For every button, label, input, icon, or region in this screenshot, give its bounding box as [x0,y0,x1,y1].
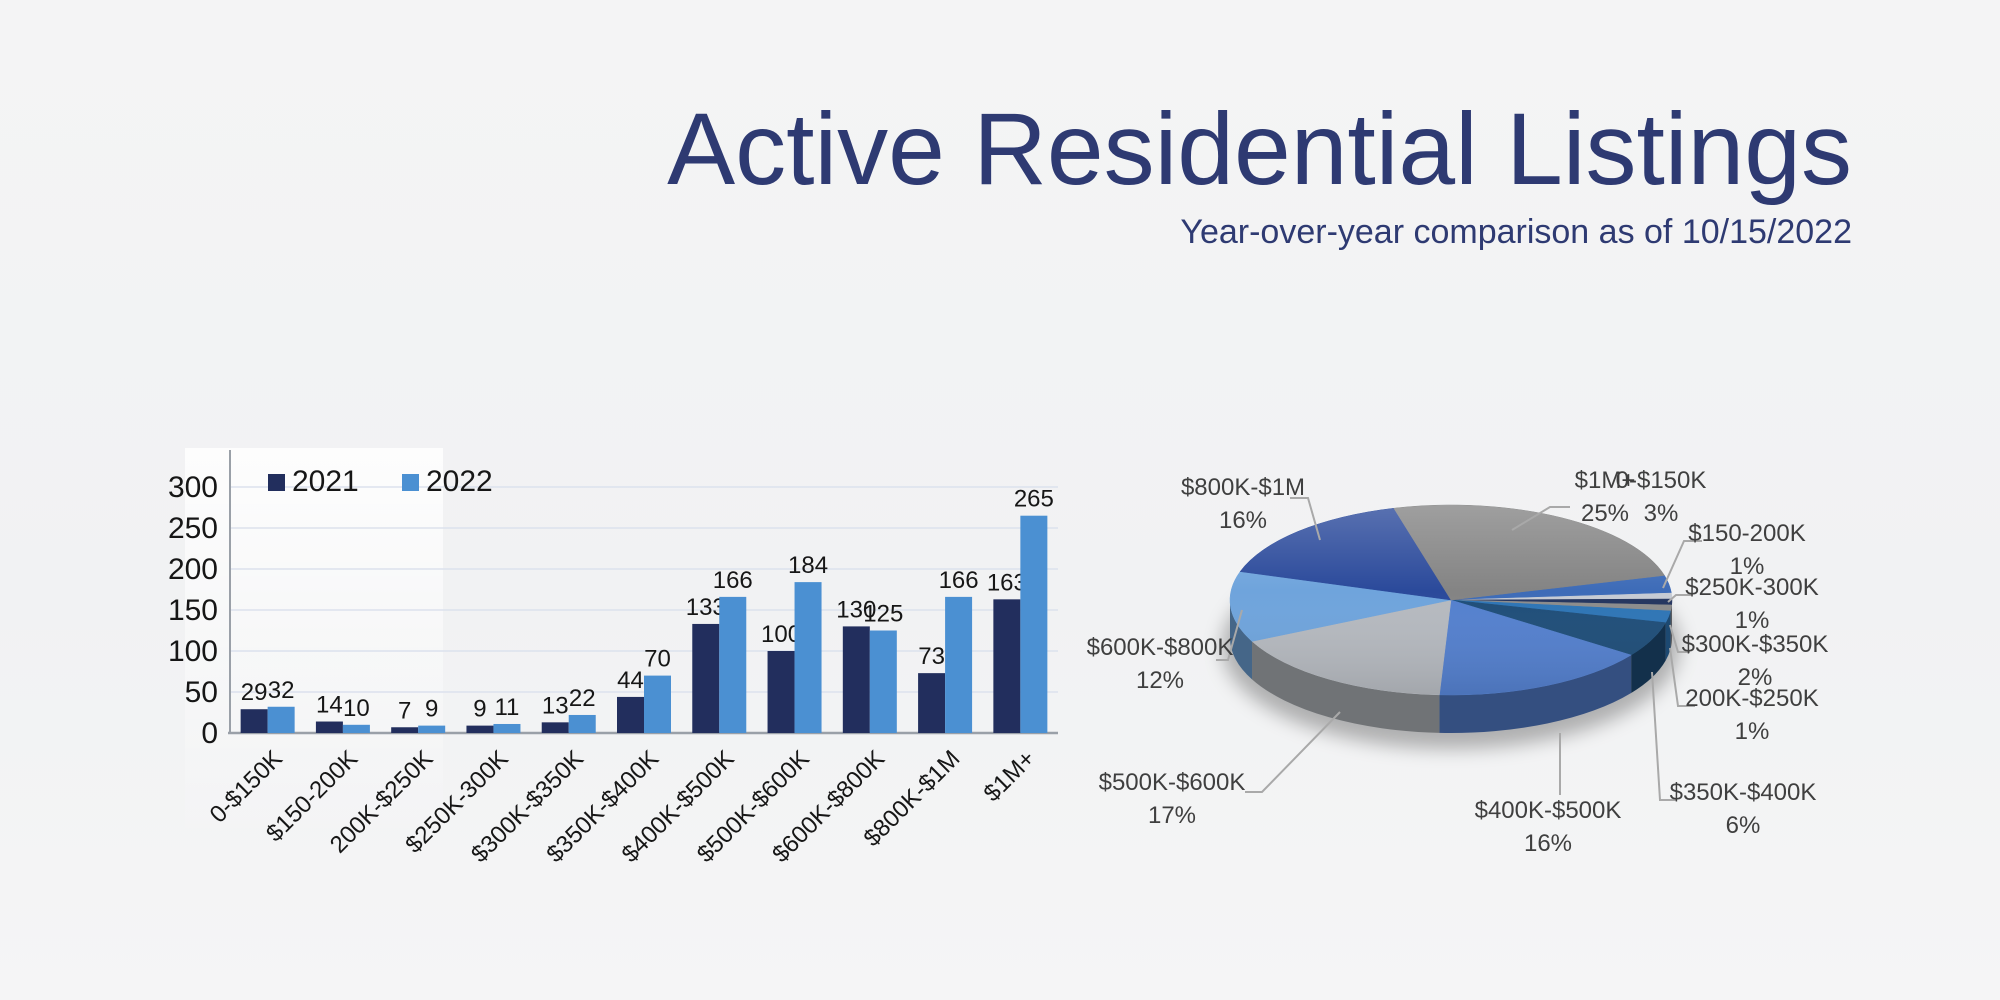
pie-segment-pct: 25% [1581,500,1629,527]
bar-2021 [240,709,268,733]
bar-value-label: 166 [713,567,753,594]
pie-leader-line [1245,711,1341,793]
pie-segment-label: $300K-$350K [1682,631,1829,658]
bar-2022 [418,725,446,733]
bar-value-label: 10 [343,695,370,722]
bar-2022 [267,706,295,733]
legend-swatch-2021 [268,474,285,491]
pie-segment-pct: 2% [1738,664,1773,691]
pie-leader-line [1511,506,1570,531]
bar-2021 [692,623,720,733]
y-tick-label: 250 [168,512,218,545]
legend-label-2022: 2022 [426,465,493,498]
bar-value-label: 133 [686,594,726,621]
bar-2022 [719,596,747,733]
pie-chart: 0-$150K3%$150-200K1%200K-$250K1%$250K-30… [1087,467,1829,857]
x-category-label: $1M+ [979,745,1041,807]
bar-2022 [493,723,521,733]
pie-leader-line [1651,671,1676,801]
pie-segment-label: 0-$150K [1616,467,1707,494]
pie-segment-label: $800K-$1M [1181,474,1305,501]
pie-slice-side-5 [1631,622,1666,694]
pie-leader-line [1662,540,1702,589]
pie-slice-side-7 [1252,641,1440,733]
bar-2022 [869,630,897,733]
bar-2022 [644,675,671,733]
y-tick-label: 100 [168,635,218,668]
pie-segment-pct: 6% [1726,812,1761,839]
pie-leader-line [1669,647,1695,707]
bar-value-label: 22 [569,685,596,712]
bar-value-label: 265 [1014,486,1054,513]
bar-2021 [842,626,870,733]
bar-2022 [342,724,370,733]
pie-segment-pct: 1% [1735,718,1770,745]
pie-segment-label: $600K-$800K [1087,634,1234,661]
bar-2021 [918,673,946,733]
pie-segment-pct: 16% [1524,830,1572,857]
legend-label-2021: 2021 [292,465,359,498]
bar-value-label: 29 [241,679,268,706]
bar-value-label: 184 [788,552,828,579]
header: Active Residential Listings Year-over-ye… [667,92,1852,252]
y-tick-label: 50 [185,676,218,709]
bar-2021 [541,722,569,733]
bar-value-label: 7 [398,697,411,724]
bar-value-label: 44 [617,667,644,694]
bar-2021 [617,696,644,733]
pie-segment-label: $1M+ [1575,467,1636,494]
pie-segment-pct: 1% [1735,607,1770,634]
bar-2022 [794,582,822,733]
bar-2021 [993,599,1021,733]
bar-2021 [315,721,343,733]
page-subtitle: Year-over-year comparison as of 10/15/20… [1180,213,1852,252]
bar-value-label: 70 [644,646,671,673]
pie-leader-line [1669,624,1690,653]
bar-value-label: 166 [939,567,979,594]
y-tick-label: 300 [168,471,218,504]
bar-value-label: 163 [987,569,1027,596]
bar-value-label: 100 [761,621,801,648]
pie-leader-line [1667,594,1692,603]
pie-segment-pct: 12% [1136,667,1184,694]
bar-value-label: 14 [316,692,343,719]
bar-2021 [466,725,494,733]
bar-value-label: 9 [425,696,438,723]
y-tick-label: 200 [168,553,218,586]
bar-2021 [767,651,795,733]
pie-segment-label: $500K-$600K [1099,769,1246,796]
pie-segment-label: 200K-$250K [1685,685,1818,712]
bar-value-label: 11 [494,694,519,721]
bar-2022 [568,714,596,733]
pie-segment-pct: 17% [1148,802,1196,829]
pie-leader-line [1216,609,1243,661]
bar-2022 [945,596,973,733]
bar-value-label: 9 [473,696,486,723]
bar-value-label: 13 [542,692,569,719]
pie-sheen [1230,505,1672,695]
pie-slice-side-6 [1439,655,1632,733]
pie-leader-line [1290,497,1321,541]
pie-segment-label: $400K-$500K [1475,797,1622,824]
pie-segment-pct: 16% [1219,507,1267,534]
bar-2022 [1020,515,1048,733]
pie-segment-pct: 1% [1730,553,1765,580]
y-tick-label: 0 [201,717,218,750]
bar-value-label: 125 [863,601,903,628]
bar-2021 [391,727,419,733]
page-title: Active Residential Listings [667,92,1852,206]
pie-slice-side-8 [1230,600,1253,680]
pie-segment-pct: 3% [1644,500,1679,527]
y-tick-label: 150 [168,594,218,627]
bar-value-label: 130 [836,596,876,623]
pie-segment-label: $250K-300K [1685,574,1818,601]
legend-swatch-2022 [402,474,419,491]
bar-value-label: 32 [268,677,295,704]
bar-value-label: 73 [918,643,945,670]
pie-segment-label: $150-200K [1688,520,1805,547]
pie-segment-label: $350K-$400K [1670,779,1817,806]
